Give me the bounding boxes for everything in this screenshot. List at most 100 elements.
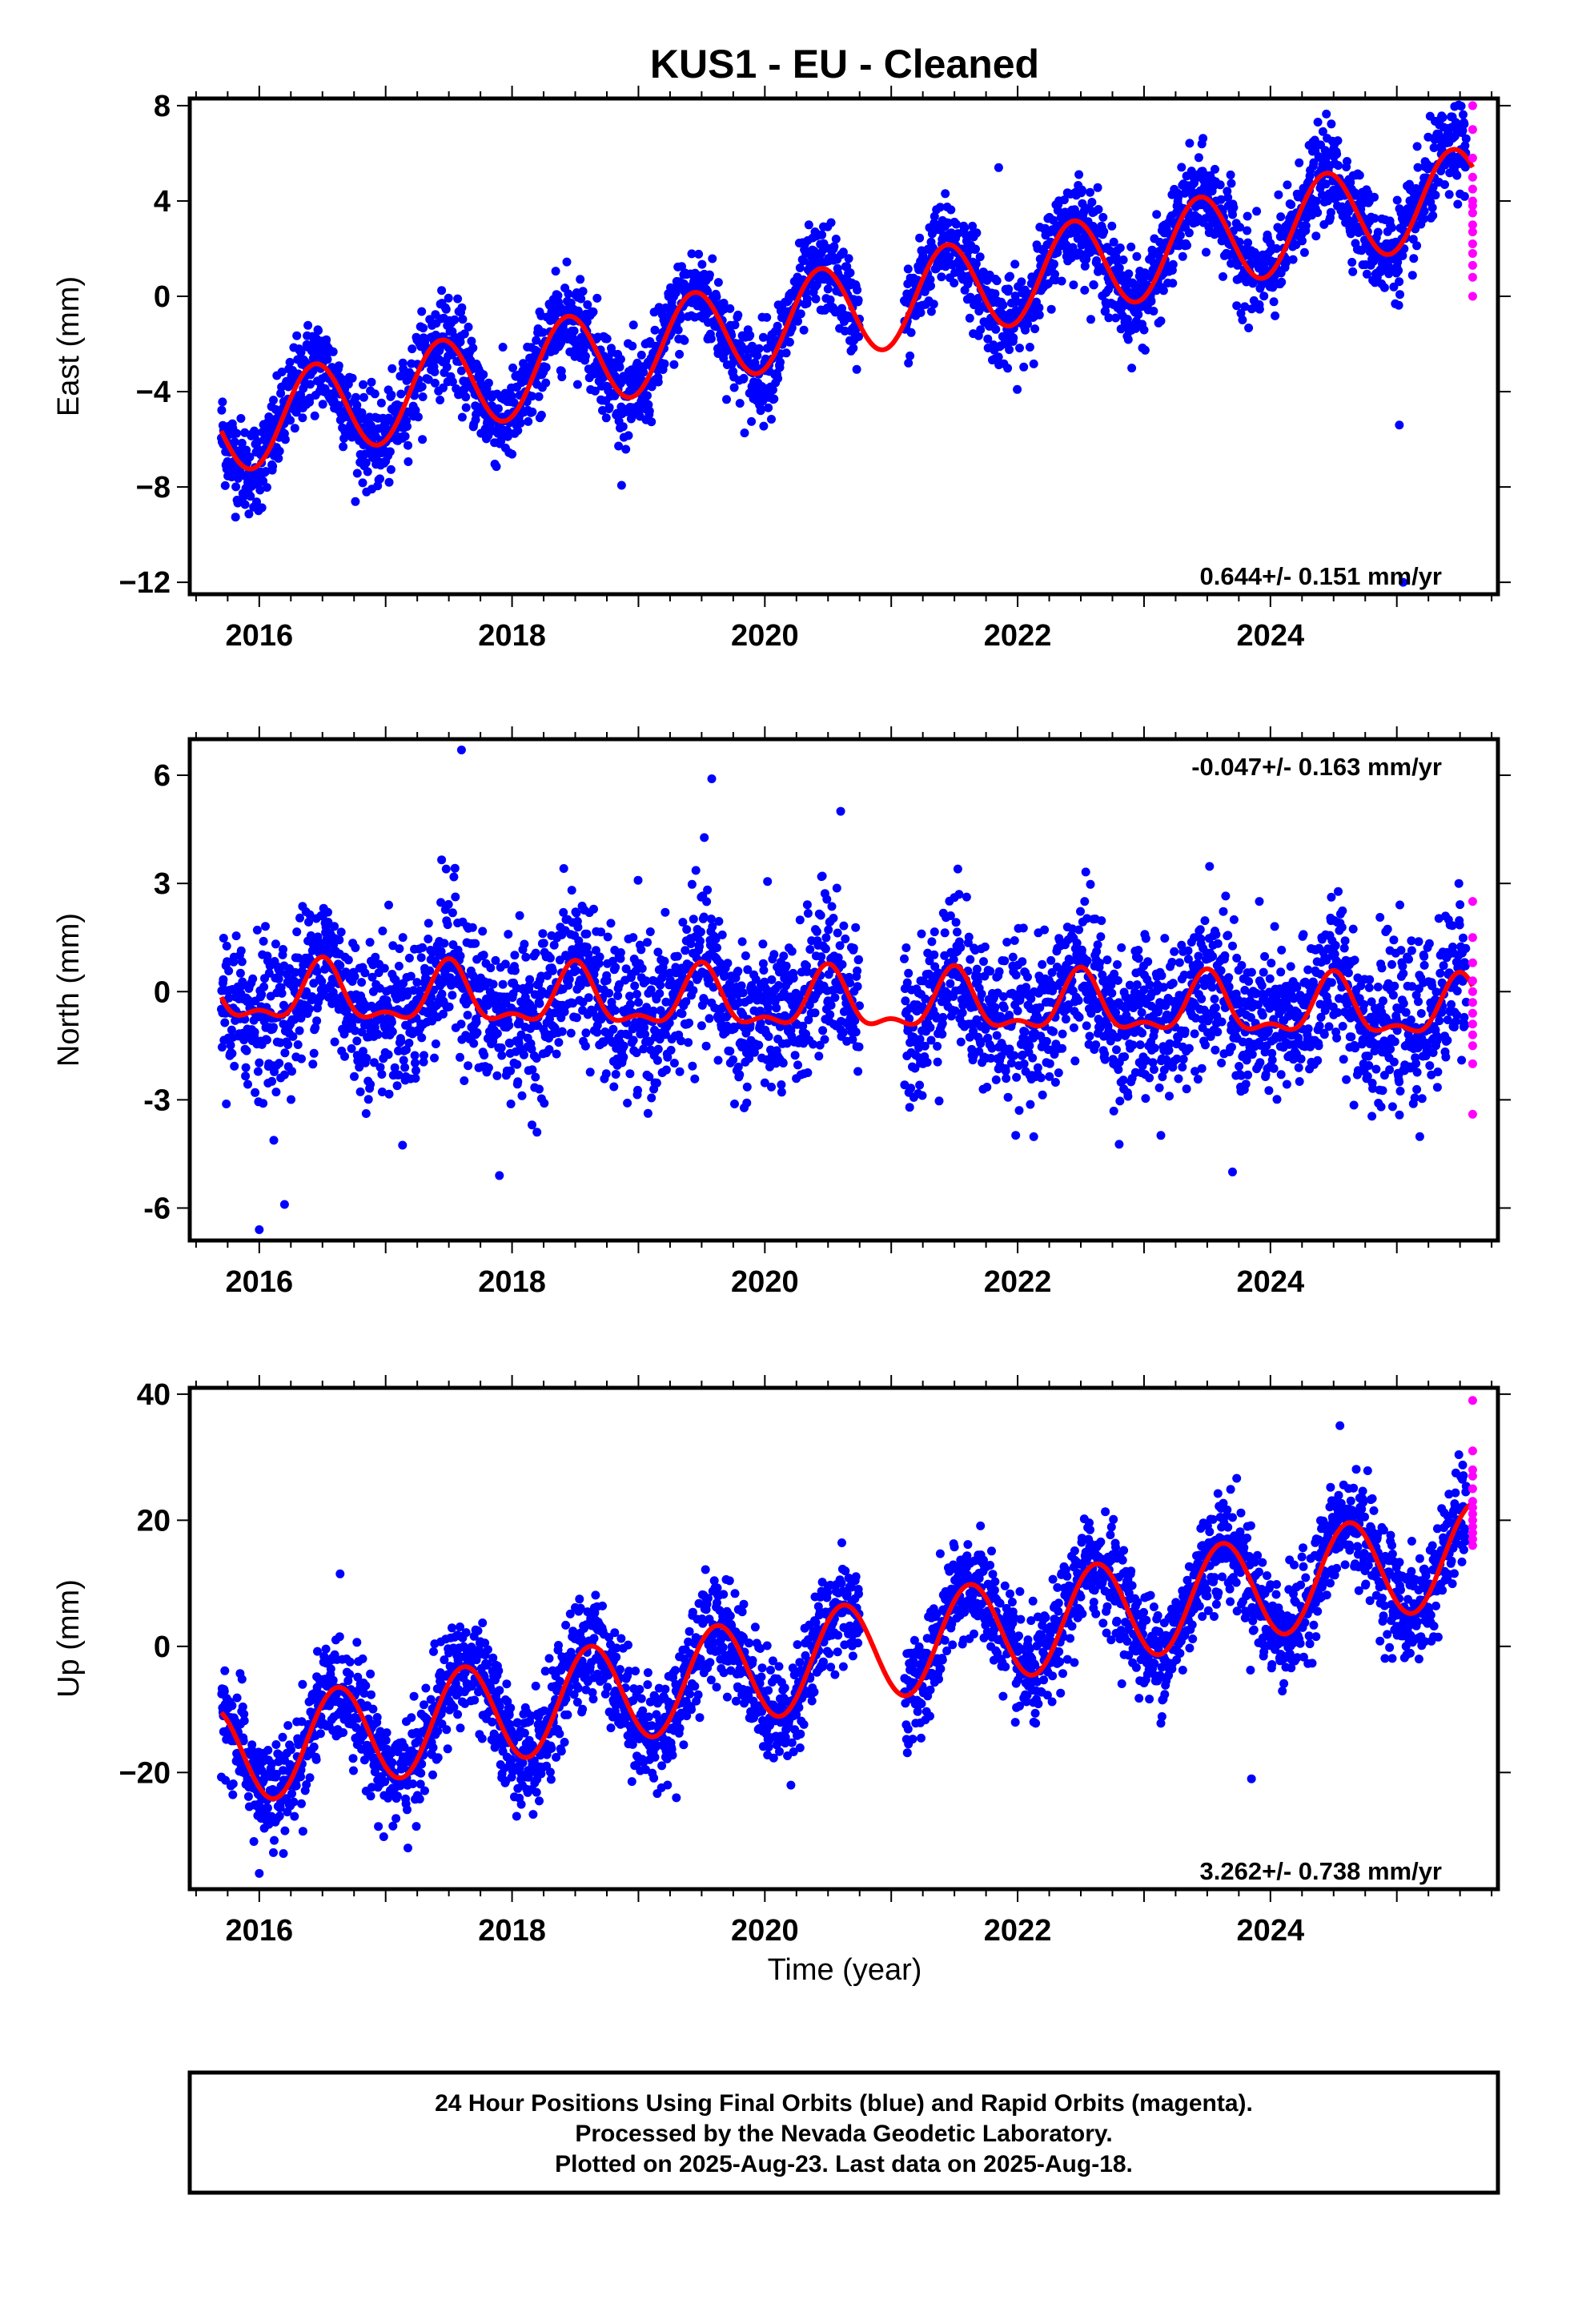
north-data-point bbox=[678, 918, 688, 927]
east-data-point bbox=[1427, 203, 1437, 212]
east-x-tick-label: 2022 bbox=[984, 619, 1052, 653]
north-data-point bbox=[781, 961, 791, 971]
north-data-point bbox=[443, 920, 452, 930]
east-data-point bbox=[280, 435, 290, 444]
north-data-point bbox=[305, 1004, 314, 1014]
north-data-point bbox=[789, 974, 798, 983]
east-data-point bbox=[1301, 221, 1311, 231]
north-data-point bbox=[803, 1068, 813, 1077]
north-data-point bbox=[521, 952, 531, 962]
north-data-point bbox=[492, 1029, 502, 1039]
north-data-point bbox=[685, 1018, 694, 1027]
east-data-point bbox=[1333, 136, 1343, 146]
east-data-point bbox=[508, 363, 517, 372]
north-data-point bbox=[559, 864, 568, 873]
north-data-point bbox=[697, 1021, 706, 1031]
east-data-point bbox=[1223, 193, 1233, 203]
east-data-point bbox=[643, 391, 652, 400]
north-data-point bbox=[411, 1058, 420, 1068]
north-data-point bbox=[430, 1053, 439, 1063]
north-data-point bbox=[632, 990, 641, 999]
east-data-point bbox=[725, 304, 735, 313]
north-data-point bbox=[699, 912, 709, 922]
north-data-point bbox=[700, 996, 709, 1006]
east-data-point bbox=[1389, 282, 1399, 292]
east-data-point bbox=[513, 426, 523, 436]
east-data-point bbox=[768, 385, 777, 395]
north-data-point bbox=[742, 1098, 752, 1108]
east-data-point bbox=[217, 405, 227, 415]
east-data-point bbox=[588, 307, 598, 316]
north-data-point bbox=[492, 1071, 502, 1080]
north-data-point bbox=[677, 1036, 686, 1046]
east-data-point bbox=[776, 357, 785, 367]
east-y-tick-label: 0 bbox=[154, 280, 171, 314]
north-data-point bbox=[355, 1087, 365, 1096]
north-data-point bbox=[436, 898, 446, 907]
north-data-point bbox=[504, 1020, 514, 1030]
north-data-point bbox=[439, 1009, 448, 1019]
east-data-point bbox=[644, 406, 654, 416]
north-data-point bbox=[361, 1109, 371, 1118]
east-data-point bbox=[994, 352, 1003, 362]
east-data-point bbox=[616, 355, 625, 364]
north-data-point bbox=[351, 943, 360, 952]
north-data-point bbox=[510, 966, 520, 975]
east-data-point bbox=[1460, 141, 1470, 151]
north-data-point bbox=[779, 951, 789, 961]
north-data-point bbox=[219, 934, 228, 943]
north-data-point bbox=[648, 1006, 658, 1015]
east-data-point bbox=[564, 289, 573, 299]
north-data-point bbox=[383, 1050, 393, 1059]
east-data-point bbox=[583, 300, 592, 309]
east-data-point bbox=[1148, 250, 1157, 259]
north-data-point bbox=[606, 919, 616, 928]
east-data-point bbox=[1334, 161, 1343, 171]
east-data-point bbox=[275, 446, 284, 456]
north-data-point bbox=[528, 1120, 536, 1130]
north-data-point bbox=[576, 981, 585, 991]
north-data-point bbox=[717, 930, 727, 939]
north-data-point bbox=[336, 927, 346, 937]
east-data-point bbox=[1243, 226, 1252, 235]
east-data-point bbox=[1034, 303, 1044, 312]
north-data-point bbox=[812, 927, 821, 936]
east-outlier-point bbox=[535, 413, 544, 423]
east-data-point bbox=[844, 254, 853, 263]
north-data-point bbox=[568, 999, 578, 1008]
north-data-point bbox=[625, 999, 635, 1009]
east-data-point bbox=[614, 441, 624, 451]
north-data-point bbox=[531, 948, 540, 958]
north-data-point bbox=[539, 939, 548, 948]
east-data-point bbox=[1395, 290, 1404, 300]
north-data-point bbox=[402, 1045, 411, 1055]
east-data-point bbox=[1392, 195, 1402, 205]
east-data-point bbox=[628, 341, 637, 351]
north-data-point bbox=[424, 935, 433, 943]
north-data-point bbox=[253, 1067, 263, 1076]
north-data-point bbox=[340, 1051, 349, 1061]
east-data-point bbox=[708, 254, 717, 263]
north-data-point bbox=[760, 1078, 769, 1088]
north-data-point bbox=[524, 981, 534, 991]
north-data-point bbox=[805, 1000, 814, 1010]
east-data-point bbox=[1311, 196, 1321, 206]
north-data-point bbox=[745, 1054, 754, 1063]
north-data-point bbox=[803, 909, 813, 918]
north-data-point bbox=[645, 927, 655, 936]
north-x-tick-label: 2024 bbox=[1237, 1265, 1305, 1299]
north-data-point bbox=[464, 1061, 473, 1071]
east-data-point bbox=[661, 303, 670, 312]
north-data-point bbox=[709, 983, 718, 992]
east-data-point bbox=[1346, 178, 1355, 187]
north-data-point bbox=[619, 1052, 628, 1062]
east-data-point bbox=[1112, 255, 1122, 264]
north-data-point bbox=[777, 1088, 786, 1097]
east-data-point bbox=[1175, 231, 1185, 240]
east-data-point bbox=[650, 325, 660, 335]
east-data-point bbox=[935, 203, 945, 212]
north-data-point bbox=[795, 915, 805, 925]
east-data-point bbox=[799, 325, 809, 335]
north-data-point bbox=[259, 982, 269, 991]
